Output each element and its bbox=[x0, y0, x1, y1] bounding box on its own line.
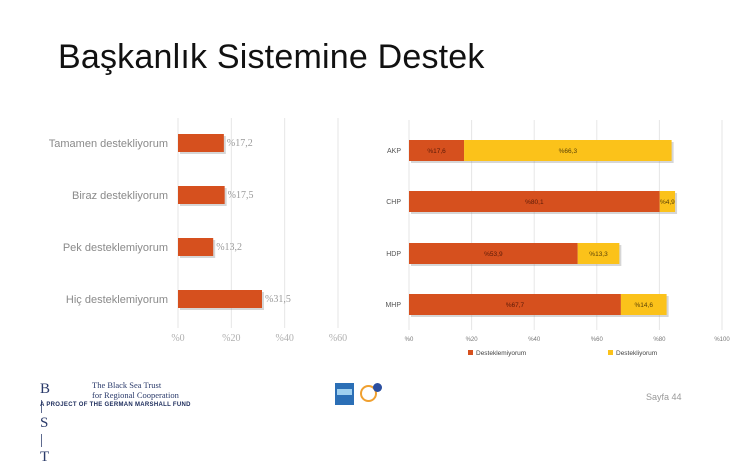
org-name-line2: for Regional Cooperation bbox=[92, 390, 179, 400]
left-value-label: %17,2 bbox=[227, 138, 253, 149]
right-bar-segment bbox=[659, 191, 676, 212]
partner-logo-circle-icon bbox=[360, 385, 377, 402]
right-bar-segment bbox=[409, 294, 621, 315]
right-x-tick-label: %20 bbox=[466, 337, 479, 343]
left-x-tick-label: %60 bbox=[329, 333, 347, 344]
left-value-label: %31,5 bbox=[265, 294, 291, 305]
right-x-tick-label: %100 bbox=[714, 337, 730, 343]
right-segment-label: %67,7 bbox=[506, 302, 525, 309]
right-bar-segment bbox=[409, 140, 465, 161]
left-x-tick-label: %20 bbox=[222, 333, 240, 344]
right-bar-segment bbox=[409, 191, 660, 212]
right-x-tick-label: %40 bbox=[528, 337, 541, 343]
org-name-line1: The Black Sea Trust bbox=[92, 380, 162, 390]
legend-label: Desteklemiyorum bbox=[476, 350, 526, 357]
left-x-tick-label: %40 bbox=[275, 333, 293, 344]
left-category-label: Tamamen destekliyorum bbox=[49, 138, 168, 150]
left-category-label: Biraz destekliyorum bbox=[72, 190, 168, 202]
right-bar-segment bbox=[620, 294, 667, 315]
page-number: Sayfa 44 bbox=[646, 392, 682, 402]
right-category-label: HDP bbox=[386, 251, 401, 258]
legend-label: Destekliyorum bbox=[616, 350, 657, 357]
legend-swatch bbox=[468, 350, 473, 355]
left-bar bbox=[178, 238, 214, 256]
right-segment-label: %17,6 bbox=[427, 148, 446, 155]
partner-logo-square-detail-icon bbox=[337, 389, 352, 395]
right-category-label: MHP bbox=[385, 302, 401, 309]
right-category-label: CHP bbox=[386, 199, 401, 206]
right-x-tick-label: %80 bbox=[653, 337, 666, 343]
charts-canvas: %0 %20 %40 %60 Tamamen destekliyorum %17,2 Bir… bbox=[49, 118, 730, 357]
left-bar bbox=[178, 134, 224, 152]
left-category-label: Pek desteklemiyorum bbox=[63, 242, 168, 254]
right-segment-label: %53,9 bbox=[484, 251, 503, 258]
legend-swatch bbox=[608, 350, 613, 355]
org-name-line3: A PROJECT OF THE GERMAN MARSHALL FUND bbox=[40, 402, 191, 408]
left-value-label: %17,5 bbox=[228, 190, 254, 201]
slide-title: Başkanlık Sistemine Destek bbox=[58, 38, 485, 76]
right-segment-label: %14,6 bbox=[635, 302, 654, 309]
right-x-tick-label: %0 bbox=[405, 337, 414, 343]
left-bar bbox=[178, 186, 225, 204]
right-category-label: AKP bbox=[387, 148, 401, 155]
left-value-label: %13,2 bbox=[216, 242, 242, 253]
right-segment-label: %80,1 bbox=[525, 199, 544, 206]
right-segment-label: %66,3 bbox=[559, 148, 578, 155]
right-segment-label: %4,9 bbox=[660, 199, 675, 206]
right-x-tick-label: %60 bbox=[591, 337, 604, 343]
right-bar-segment bbox=[409, 243, 578, 264]
right-bar-segment bbox=[577, 243, 620, 264]
right-segment-label: %13,3 bbox=[589, 251, 608, 258]
bst-letters: B | S | T bbox=[40, 381, 54, 465]
left-category-label: Hiç desteklemiyorum bbox=[66, 294, 168, 306]
right-bar-segment bbox=[464, 140, 672, 161]
left-bar bbox=[178, 290, 262, 308]
partner-logo-dot-icon bbox=[373, 383, 382, 392]
left-x-tick-label: %0 bbox=[171, 333, 184, 344]
